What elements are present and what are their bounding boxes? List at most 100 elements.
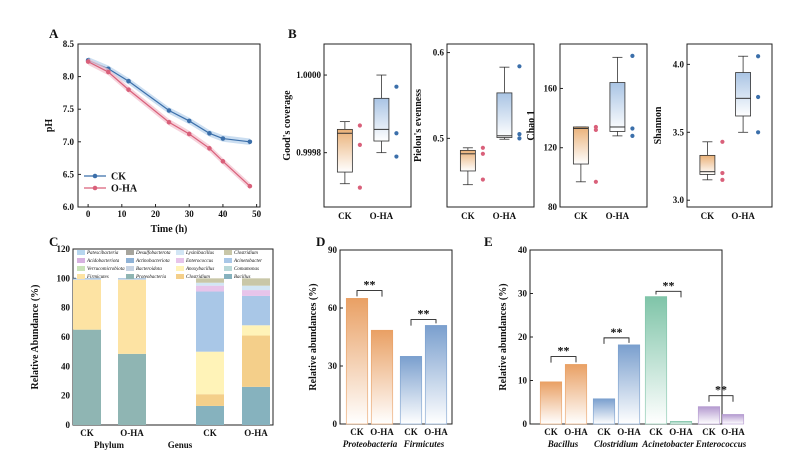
legend-label: O-HA [111, 184, 138, 195]
bar [669, 421, 693, 425]
legend-swatch [224, 250, 232, 255]
box [735, 72, 751, 117]
data-point [357, 123, 362, 128]
x-tick-label: CK [461, 211, 475, 221]
data-point [166, 108, 172, 113]
significance-label: ** [715, 383, 727, 397]
x-tick-label: O-HA [669, 427, 693, 437]
significance-bracket [550, 356, 577, 363]
legend-swatch [77, 258, 85, 263]
x-tick-label: CK [350, 427, 364, 437]
y-tick-label: 60 [328, 303, 338, 313]
data-point [394, 84, 399, 89]
x-tick-label: CK [702, 427, 716, 437]
y-tick-label: 30 [328, 361, 338, 371]
x-tick-label: O-HA [617, 427, 641, 437]
box [609, 82, 626, 132]
group-label: Phylum [94, 440, 125, 450]
bar [644, 296, 668, 425]
x-tick-label: 20 [151, 209, 161, 219]
panel-a-ph-line-chart: A 0 10 20 30 40 50 6.0 6.5 7.0 7.5 8.0 8.5 Time (h) pH… [44, 26, 262, 235]
x-tick-label: O-HA [606, 211, 630, 221]
data-point [720, 170, 725, 176]
bar [370, 329, 394, 425]
panel-d-phylum-bar-chart: D 0 30 60 90 Relative abundances (%) CK O-HA CK O… [308, 234, 453, 449]
legend-label: Lysinibacillus [185, 251, 214, 256]
y-tick-label: 40 [518, 245, 528, 255]
x-tick-label: O-HA [370, 211, 394, 221]
stack-segment [242, 285, 270, 291]
legend-label: Proteobacteria [135, 275, 167, 280]
legend-swatch [176, 274, 184, 279]
group-label: Acinetobacter [641, 439, 694, 449]
legend-swatch [176, 250, 184, 255]
group-label: Clostridium [594, 439, 638, 449]
y-axis-label: pH [44, 119, 55, 133]
y-tick-label: 0 [333, 419, 338, 429]
panel-label: A [49, 26, 59, 41]
box [336, 128, 353, 173]
data-point [247, 139, 253, 145]
boxplot-subplot: 80 120 160 Chao 1 CK O-HA [526, 43, 648, 221]
stack-segment [118, 279, 146, 280]
y-tick-label: 7.5 [63, 104, 75, 114]
legend-swatch [126, 250, 134, 255]
y-axis-label: Good's coverage [282, 90, 293, 161]
data-point [593, 124, 598, 130]
legend-swatch [126, 274, 134, 279]
legend-label: Comamonas [234, 267, 259, 272]
legend-label: Bacteroidota [136, 267, 162, 272]
y-tick-label: 3.5 [673, 127, 685, 137]
stack-segment [242, 278, 270, 286]
legend-swatch [224, 274, 232, 279]
y-axis-label: Relative Abundance (%) [30, 285, 41, 390]
stack-segment [196, 291, 224, 352]
bar [345, 298, 369, 425]
y-tick-label: 80 [548, 202, 558, 212]
data-point [480, 145, 485, 150]
group-label: Proteobacteria [343, 439, 398, 449]
x-tick-label: CK [701, 211, 715, 221]
significance-bracket [356, 290, 383, 297]
stack-segment [242, 290, 270, 296]
data-point [126, 78, 131, 84]
data-point [630, 133, 635, 138]
y-axis-label: Shannon [653, 106, 664, 144]
stack-segment [118, 353, 146, 425]
plot-frame [559, 43, 648, 208]
stack-segment [196, 285, 224, 292]
legend-marker [92, 173, 98, 179]
bar [399, 356, 423, 425]
data-point [394, 154, 399, 159]
legend-marker [92, 185, 98, 191]
panel-label: B [288, 26, 297, 41]
data-point [720, 177, 725, 182]
plot-frame [77, 43, 261, 208]
data-point [357, 142, 362, 148]
data-point [220, 136, 226, 141]
y-axis-label: Chao 1 [526, 110, 537, 140]
legend-label: Bacillus [234, 275, 250, 280]
group-label: Enterococcus [695, 439, 747, 449]
significance-label: ** [364, 278, 376, 292]
box [572, 126, 589, 165]
x-tick-label: O-HA [120, 428, 144, 438]
x-tick-label: O-HA [721, 427, 745, 437]
y-tick-label: 8.0 [63, 72, 75, 82]
panel-c-stacked-abundance-chart: C 0 20 40 60 80 100 120 Relative Abundance (%) CK… [30, 234, 274, 450]
data-point [593, 127, 598, 133]
significance-label: ** [418, 307, 430, 321]
y-tick-label: 60 [61, 332, 71, 342]
legend-label: Patescibacteria [86, 251, 119, 256]
box [373, 97, 390, 142]
significance-label: ** [611, 325, 623, 339]
significance-label: ** [663, 278, 675, 292]
data-point [756, 130, 761, 135]
x-tick-label: CK [203, 428, 217, 438]
y-tick-label: 0.5 [433, 133, 445, 143]
panel-label: D [316, 234, 325, 249]
y-tick-label: 6.5 [63, 169, 75, 179]
plot-frame [339, 249, 453, 425]
